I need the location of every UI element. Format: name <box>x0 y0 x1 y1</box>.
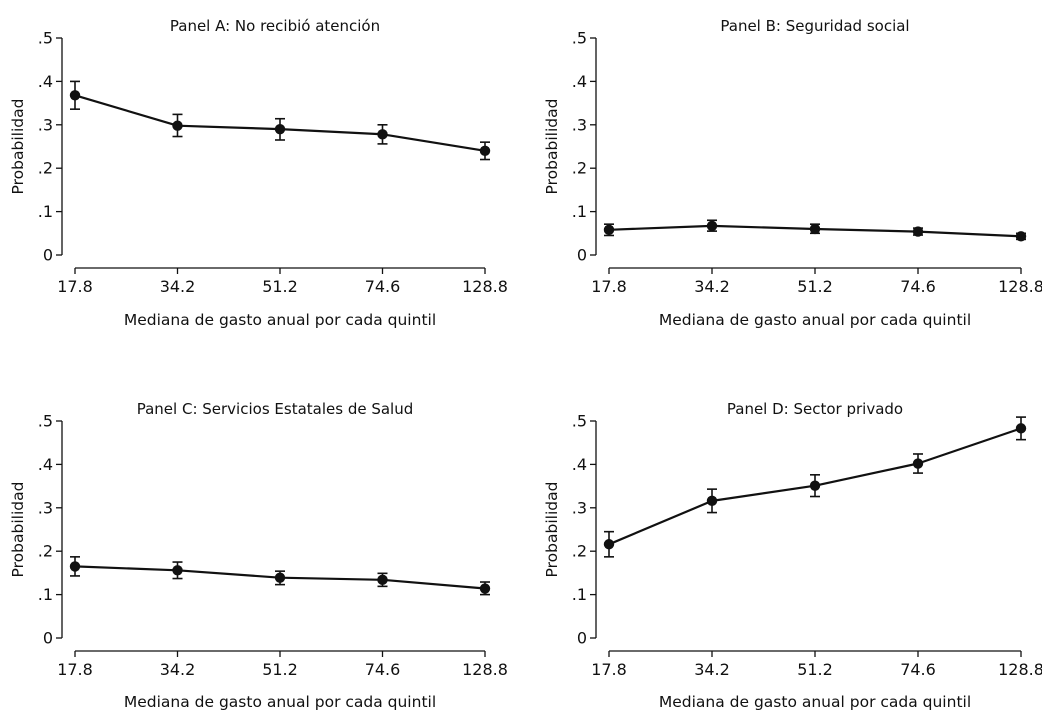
panel-a-data-point <box>274 123 286 135</box>
panel-a-x-tick-label: 74.6 <box>365 277 401 296</box>
panel-a-y-tick-label: .3 <box>38 115 53 134</box>
panel-a-x-tick-label: 17.8 <box>57 277 93 296</box>
panel-c-y-axis-label: Probabilidad <box>9 482 27 578</box>
panel-d-x-tick-label: 51.2 <box>797 660 833 679</box>
panel-a-y-tick-label: .4 <box>38 72 53 91</box>
panel-d-y-tick-label: .5 <box>572 412 587 431</box>
panel-b-y-tick-label: .3 <box>572 115 587 134</box>
panel-c-y-tick-label: .4 <box>38 455 53 474</box>
panel-a-y-tick-label: .5 <box>38 29 53 48</box>
panel-a-data-point <box>172 120 183 131</box>
panel-a-x-axis-label: Mediana de gasto anual por cada quintil <box>124 311 436 329</box>
panel-a-data-point <box>377 129 388 140</box>
panel-b-y-tick-label: .2 <box>572 159 587 178</box>
panel-b-data-point <box>1015 231 1027 242</box>
panel-a-x-tick-label: 128.8 <box>462 277 508 296</box>
panel-b-x-tick-label: 34.2 <box>694 277 730 296</box>
panel-c-data-point <box>479 583 491 594</box>
panel-b-x-tick-label: 74.6 <box>900 277 936 296</box>
panel-d-data-point <box>912 458 924 469</box>
panel-c-y-tick-label: .3 <box>38 498 53 517</box>
panel-b: Panel B: Seguridad social 0 .1 .2 .3 .4 .5 17.8… <box>543 17 1042 329</box>
panel-a-data-point <box>479 145 491 157</box>
panel-c-y-tick-label: .5 <box>38 412 53 431</box>
panel-c-y-tick-label: .1 <box>38 585 53 604</box>
panel-c-y-tick-label: 0 <box>43 629 53 648</box>
panel-d-data-point <box>706 495 718 507</box>
panel-d-data-point <box>603 539 615 550</box>
panel-d-y-axis-label: Probabilidad <box>543 482 561 578</box>
panel-b-data-point <box>706 220 718 232</box>
panel-c-x-tick-label: 51.2 <box>262 660 298 679</box>
panel-c: Panel C: Servicios Estatales de Salud 0 .1… <box>9 400 508 711</box>
panel-d: Panel D: Sector privado 0 .1 .2 .3 .4 .5 17.8 34… <box>543 400 1042 711</box>
panel-d-x-tick-label: 128.8 <box>998 660 1042 679</box>
panel-d-x-tick-label: 17.8 <box>591 660 627 679</box>
panel-b-y-axis-label: Probabilidad <box>543 99 561 195</box>
panel-c-x-tick-label: 34.2 <box>160 660 196 679</box>
panel-a-data-point <box>69 90 81 101</box>
panel-b-data-point <box>809 223 821 235</box>
panel-d-y-tick-label: .4 <box>572 455 587 474</box>
panel-c-x-tick-label: 17.8 <box>57 660 93 679</box>
panel-a-y-axis-label: Probabilidad <box>9 99 27 195</box>
panel-d-title: Panel D: Sector privado <box>727 400 903 418</box>
panel-a-x-tick-label: 51.2 <box>262 277 298 296</box>
panel-b-x-tick-label: 51.2 <box>797 277 833 296</box>
panel-b-title: Panel B: Seguridad social <box>720 17 909 35</box>
panel-a-y-tick-label: 0 <box>43 246 53 265</box>
panel-c-data-point <box>274 572 286 583</box>
panel-d-y-tick-label: .1 <box>572 585 587 604</box>
panel-c-x-tick-label: 74.6 <box>365 660 401 679</box>
panel-c-title: Panel C: Servicios Estatales de Salud <box>137 400 414 418</box>
panel-a-y-tick-label: .1 <box>38 202 53 221</box>
panel-d-y-tick-label: 0 <box>577 629 587 648</box>
panel-c-x-tick-label: 128.8 <box>462 660 508 679</box>
panel-b-data-point <box>912 226 924 237</box>
panel-a-y-tick-label: .2 <box>38 159 53 178</box>
panel-c-x-axis-label: Mediana de gasto anual por cada quintil <box>124 693 436 711</box>
panel-b-x-tick-label: 17.8 <box>591 277 627 296</box>
panel-b-x-axis-label: Mediana de gasto anual por cada quintil <box>659 311 971 329</box>
panel-d-data-point <box>1015 423 1027 434</box>
panel-c-data-point <box>69 561 81 572</box>
panel-a: Panel A: No recibió atención 0 .1 .2 .3 .4 .5 1… <box>9 17 508 329</box>
panel-b-y-tick-label: 0 <box>577 246 587 265</box>
panel-b-y-tick-label: .4 <box>572 72 587 91</box>
panel-d-x-tick-label: 34.2 <box>694 660 730 679</box>
panel-d-x-tick-label: 74.6 <box>900 660 936 679</box>
panel-c-data-point <box>172 565 183 576</box>
panel-b-y-tick-label: .5 <box>572 29 587 48</box>
panel-d-data-point <box>809 480 821 491</box>
panel-d-x-axis-label: Mediana de gasto anual por cada quintil <box>659 693 971 711</box>
panel-c-data-point <box>377 574 388 586</box>
panel-d-y-tick-label: .3 <box>572 498 587 517</box>
panel-d-y-tick-label: .2 <box>572 542 587 561</box>
panel-b-x-tick-label: 128.8 <box>998 277 1042 296</box>
panel-c-y-tick-label: .2 <box>38 542 53 561</box>
panel-b-data-point <box>603 224 615 236</box>
panel-b-y-tick-label: .1 <box>572 202 587 221</box>
panel-a-x-tick-label: 34.2 <box>160 277 196 296</box>
panel-a-title: Panel A: No recibió atención <box>170 17 380 35</box>
